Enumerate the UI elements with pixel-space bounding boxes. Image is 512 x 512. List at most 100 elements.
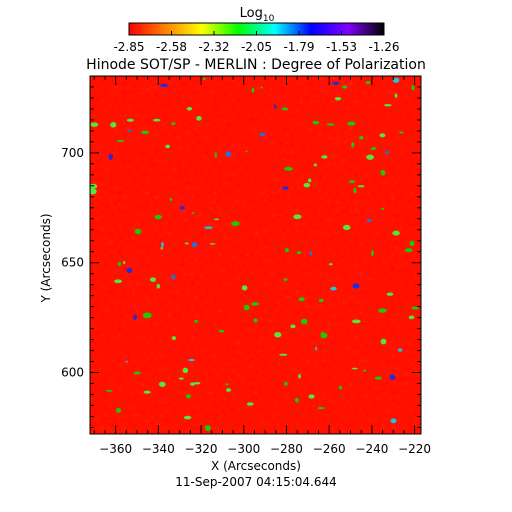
x-axis: −360 −340 −320 −300 −280 −260 −240 −220	[93, 76, 431, 456]
polarization-spot	[134, 228, 142, 235]
polarization-spot	[225, 151, 232, 157]
polarization-spot	[357, 185, 365, 188]
polarization-spot	[317, 407, 325, 410]
polarization-spot	[186, 106, 193, 111]
polarization-spot	[298, 374, 301, 379]
polarization-spot	[202, 77, 206, 80]
polarization-spot	[380, 338, 387, 345]
polarization-spot	[171, 336, 176, 341]
polarization-spot	[122, 261, 126, 264]
polarization-spot	[140, 130, 150, 134]
polarization-spot	[326, 123, 335, 126]
polarization-spot	[279, 353, 288, 356]
colorbar-tick-label: -1.79	[283, 40, 314, 54]
polarization-spot	[183, 415, 192, 420]
polarization-spot	[348, 180, 356, 184]
polarization-spot	[274, 331, 282, 338]
polarization-spot	[321, 155, 328, 159]
polarization-spot	[339, 385, 343, 390]
polarization-spot	[366, 219, 373, 222]
polarization-spot	[409, 240, 415, 247]
polarization-spot	[149, 277, 156, 283]
polarization-spot	[260, 86, 263, 89]
polarization-spot	[126, 267, 133, 274]
polarization-spot	[408, 315, 415, 320]
polarization-spot	[125, 360, 128, 363]
polarization-spot	[284, 166, 293, 171]
polarization-spot	[90, 183, 98, 189]
polarization-spot	[334, 97, 342, 101]
polarization-spot	[160, 83, 168, 88]
x-tick-label: −280	[270, 442, 303, 456]
polarization-spot	[133, 371, 141, 375]
colorbar-label-sub: 10	[263, 14, 275, 24]
polarization-spot	[330, 286, 337, 291]
polarization-spot	[225, 383, 229, 386]
x-tick-label: −360	[99, 442, 132, 456]
polarization-spot	[342, 85, 348, 89]
polarization-spot	[353, 187, 357, 194]
polarization-spot	[153, 118, 161, 122]
polarization-spot	[231, 221, 240, 227]
chart-title: Hinode SOT/SP - MERLIN : Degree of Polar…	[86, 57, 426, 73]
polarization-spot	[241, 285, 248, 291]
polarization-spot	[392, 77, 400, 83]
polarization-spot	[309, 251, 312, 256]
timestamp: 11-Sep-2007 04:15:04.644	[175, 475, 337, 489]
polarization-spot	[188, 358, 195, 362]
polarization-spot	[156, 284, 160, 289]
polarization-spot	[332, 81, 340, 85]
x-tick-label: −320	[185, 442, 218, 456]
polarization-spot	[158, 381, 166, 387]
y-tick-label: 700	[61, 146, 84, 160]
polarization-spot	[293, 214, 302, 220]
polarization-spot	[366, 154, 374, 160]
polarization-spot	[411, 84, 415, 91]
plot-frame	[89, 75, 422, 435]
polarization-spot	[90, 188, 97, 195]
x-tick-label: −220	[398, 442, 431, 456]
polarization-spot	[315, 346, 318, 351]
colorbar-tick-label: -2.05	[241, 40, 272, 54]
colorbar-tick-label: -2.85	[113, 40, 144, 54]
polarization-spot	[192, 212, 195, 214]
polarization-spot	[214, 152, 217, 158]
polarization-spot	[378, 308, 387, 313]
polarization-spot	[351, 319, 361, 324]
polarization-spot	[114, 279, 123, 284]
polarization-spot	[251, 87, 255, 93]
polarization-spot	[214, 218, 220, 221]
polarization-spot	[370, 147, 377, 151]
polarization-spot	[283, 278, 288, 281]
heatmap-image	[90, 76, 421, 434]
polarization-spot	[371, 250, 374, 257]
polarization-spot	[283, 381, 288, 386]
x-axis-label: X (Arcseconds)	[211, 459, 301, 473]
y-tick-label: 650	[61, 256, 84, 270]
polarization-spot	[184, 242, 189, 245]
polarization-spot	[384, 104, 392, 107]
polarization-spot	[165, 144, 171, 149]
polarization-spot	[154, 214, 162, 220]
polarization-spot	[347, 121, 356, 126]
colorbar-tick-label: -1.26	[368, 40, 399, 54]
polarization-spot	[274, 104, 277, 109]
polarization-spot	[142, 312, 152, 319]
polarization-spot	[192, 242, 197, 248]
polarization-spot	[380, 169, 386, 176]
polarization-spot	[399, 131, 404, 134]
colorbar-tick-label: -2.32	[198, 40, 229, 54]
colorbar-tick-label: -1.53	[326, 40, 357, 54]
polarization-spot	[178, 377, 184, 380]
polarization-spot	[394, 93, 398, 98]
polarization-spot	[312, 120, 320, 125]
polarization-spot	[381, 207, 384, 211]
polarization-spot	[397, 348, 403, 352]
polarization-spot	[161, 241, 164, 248]
polarization-spot	[245, 150, 248, 153]
polarization-spot	[169, 197, 173, 201]
polarization-spot	[308, 394, 315, 399]
polarization-spot	[171, 122, 176, 125]
polarization-spot	[253, 318, 258, 323]
polarization-spot	[300, 318, 308, 325]
